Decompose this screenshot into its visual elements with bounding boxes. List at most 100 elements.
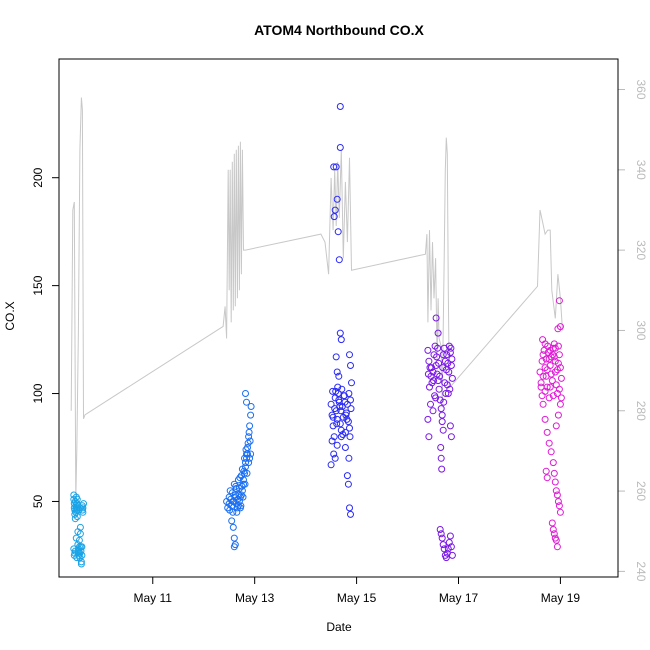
data-point [538,357,546,365]
data-point [330,433,338,441]
data-point [333,420,341,428]
data-point [237,502,245,510]
data-point [552,536,560,544]
data-point [550,530,558,538]
data-point [537,383,545,391]
data-point [552,487,560,495]
data-point [551,368,559,376]
data-point [335,256,343,264]
data-point [235,491,243,499]
data-point [445,368,453,376]
data-point [446,422,454,430]
data-point [231,493,239,501]
data-point [347,510,354,518]
data-point [77,558,85,566]
y2-tick-label: 280 [634,401,648,421]
data-point [327,400,335,408]
data-point [437,444,445,451]
data-point [77,560,85,568]
data-point [445,539,453,546]
chart-title: ATOM4 Northbound CO.X [254,22,424,38]
data-point [242,390,249,397]
data-point [548,377,556,385]
data-point [229,523,237,531]
data-point [348,379,355,387]
data-point [553,390,561,397]
data-point [442,554,450,562]
data-point [557,374,565,382]
data-point [336,103,344,110]
data-point [230,543,238,551]
data-point [74,528,82,536]
data-point [332,387,340,395]
data-point [73,495,81,503]
data-point [442,390,450,397]
data-point [433,353,441,361]
data-point [437,454,445,462]
data-point [439,351,447,359]
data-point [440,398,448,406]
data-point [336,144,344,151]
data-point [447,362,455,369]
data-point [336,329,344,337]
data-point [547,370,555,378]
data-point [545,394,553,402]
data-point [428,364,435,372]
data-point [554,359,562,367]
data-point [430,377,437,385]
data-point [543,366,551,374]
data-point [346,351,353,359]
data-point [347,362,354,369]
data-point [448,355,456,363]
data-point [555,502,563,510]
data-point [549,459,557,467]
data-point [334,228,342,236]
data-point [237,491,245,499]
data-point [556,323,564,331]
data-point [72,534,80,542]
data-point [329,413,337,421]
data-point [447,344,455,352]
data-point [337,336,345,344]
data-point [341,444,349,451]
data-point [239,493,247,501]
data-point [242,459,249,467]
data-point [543,474,551,482]
data-point [346,504,353,512]
y-axis-label: CO.X [3,301,17,330]
data-point [549,392,557,400]
data-point [436,526,444,533]
data-point [242,446,250,454]
data-point [444,359,452,367]
data-point [337,407,345,415]
data-point [435,359,443,367]
cluster-5 [536,297,565,551]
data-point [247,450,255,458]
data-point [447,433,455,441]
data-point [76,504,84,512]
data-point [553,491,561,499]
data-point [341,398,349,406]
y-tick-label: 100 [31,383,45,403]
data-point [431,392,439,400]
y2-tick-label: 300 [634,320,648,340]
data-point [541,415,549,423]
scatter-points-layer [70,103,565,568]
data-point [328,437,336,445]
data-point [550,340,558,348]
data-point [551,478,559,486]
data-point [234,502,242,510]
data-point [543,428,551,436]
x-tick-label: May 11 [134,591,173,605]
data-point [437,530,445,538]
data-point [336,403,344,410]
data-point [438,418,446,426]
data-point [549,351,557,359]
data-point [228,517,236,525]
data-point [229,498,237,505]
data-point [245,459,253,467]
y2-tick-label: 360 [634,80,648,100]
data-point [330,163,338,171]
cluster-3 [327,103,355,518]
